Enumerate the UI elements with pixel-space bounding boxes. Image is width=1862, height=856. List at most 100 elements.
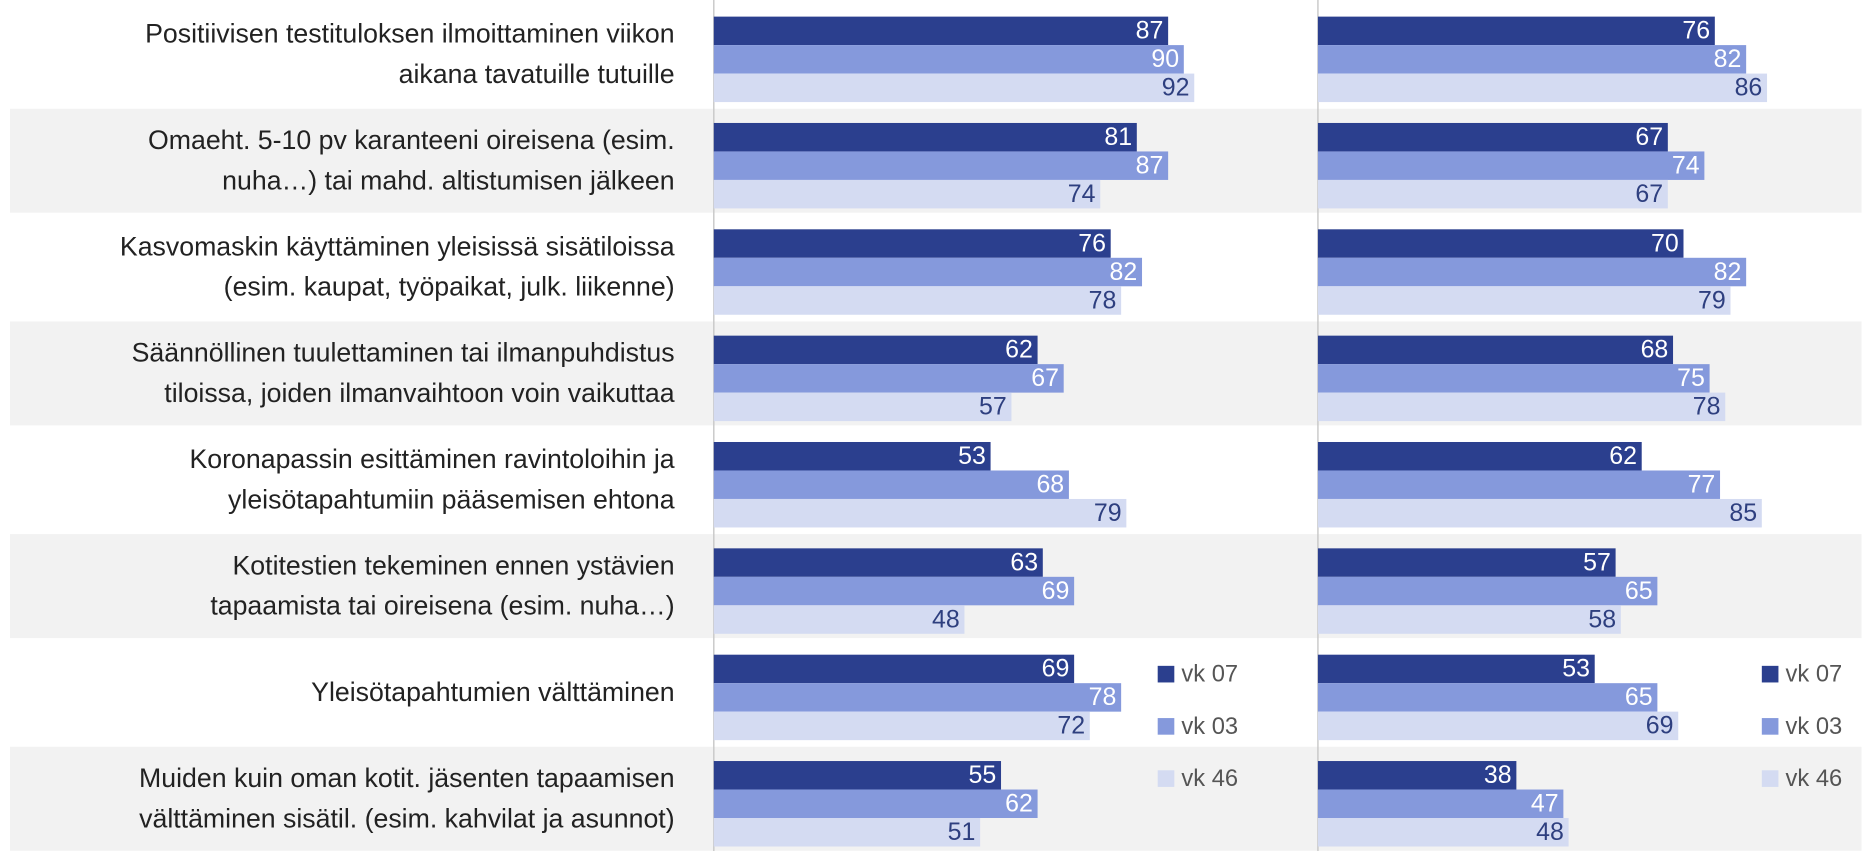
bar	[713, 392, 1012, 422]
value-label: 81	[1104, 123, 1132, 151]
bar	[713, 45, 1184, 74]
legend-label: vk 46	[1786, 766, 1843, 792]
bar	[713, 761, 1002, 790]
value-label: 87	[1136, 17, 1164, 45]
bar	[1317, 711, 1679, 741]
bar	[713, 548, 1043, 577]
category-line: Muiden kuin oman kotit. jäsenten tapaami…	[139, 763, 675, 793]
bar	[713, 789, 1038, 819]
value-label: 82	[1110, 258, 1138, 286]
legend-label: vk 07	[1786, 662, 1843, 688]
value-label: 87	[1136, 151, 1164, 179]
bar	[713, 229, 1111, 258]
legend-swatch	[1157, 665, 1175, 683]
bar	[1317, 257, 1747, 287]
value-label: 65	[1625, 577, 1653, 605]
bar	[1317, 45, 1747, 74]
value-label: 53	[1562, 655, 1590, 683]
value-label: 67	[1635, 123, 1663, 151]
value-label: 62	[1609, 442, 1637, 470]
bar	[1317, 789, 1564, 819]
bar	[713, 818, 981, 847]
category-line: Kotitestien tekeminen ennen ystävien	[233, 550, 675, 580]
value-label: 69	[1042, 577, 1070, 605]
value-label: 79	[1094, 499, 1122, 527]
value-label: 74	[1672, 151, 1700, 179]
value-label: 76	[1078, 229, 1106, 257]
value-label: 47	[1531, 790, 1559, 818]
value-label: 48	[932, 605, 960, 633]
bar	[1317, 73, 1768, 103]
value-label: 85	[1729, 499, 1757, 527]
bar	[1317, 122, 1668, 152]
bar	[1317, 548, 1616, 577]
bar	[713, 470, 1069, 499]
value-label: 78	[1089, 286, 1117, 314]
value-label: 63	[1010, 548, 1038, 576]
category-label: Omaeht. 5-10 pv karanteeni oireisena (es…	[148, 125, 675, 195]
value-label: 75	[1677, 364, 1705, 392]
category-line: Yleisötapahtumien välttäminen	[311, 677, 674, 707]
bar	[713, 73, 1195, 103]
bar	[713, 654, 1075, 684]
bar	[713, 683, 1122, 712]
value-label: 67	[1031, 364, 1059, 392]
value-label: 38	[1484, 761, 1512, 789]
value-label: 48	[1536, 818, 1564, 846]
bar	[1317, 16, 1715, 46]
bar	[1317, 818, 1569, 847]
category-label: Säännöllinen tuulettaminen tai ilmanpuhd…	[132, 338, 675, 408]
bar	[1317, 286, 1731, 315]
value-label: 72	[1057, 712, 1085, 740]
value-label: 92	[1162, 74, 1190, 102]
value-label: 69	[1042, 655, 1070, 683]
bar	[713, 441, 991, 471]
value-label: 68	[1641, 336, 1669, 364]
bar	[1317, 470, 1721, 499]
bar	[713, 335, 1038, 365]
legend-label: vk 46	[1181, 766, 1238, 792]
legend-swatch	[1761, 770, 1779, 787]
value-label: 70	[1651, 229, 1679, 257]
bar	[1317, 498, 1762, 528]
category-label: Kasvomaskin käyttäminen yleisissä sisäti…	[120, 231, 675, 301]
bar	[713, 364, 1064, 393]
value-label: 58	[1588, 605, 1616, 633]
category-line: Säännöllinen tuulettaminen tai ilmanpuhd…	[132, 338, 675, 368]
category-label: Positiivisen testituloksen ilmoittaminen…	[145, 19, 675, 89]
bar	[713, 151, 1169, 180]
bar	[1317, 179, 1668, 209]
value-label: 67	[1635, 180, 1663, 208]
value-label: 78	[1089, 683, 1117, 711]
value-label: 77	[1688, 470, 1716, 498]
bar	[1317, 335, 1674, 365]
bar	[1317, 364, 1710, 393]
category-label: Kotitestien tekeminen ennen ystävien tapa…	[210, 550, 674, 620]
value-label: 79	[1698, 286, 1726, 314]
value-label: 53	[958, 442, 986, 470]
category-line: Omaeht. 5-10 pv karanteeni oireisena (es…	[148, 125, 675, 155]
bar	[713, 16, 1169, 46]
value-label: 51	[948, 818, 976, 846]
category-line: välttäminen sisätil. (esim. kahvilat ja …	[139, 803, 674, 833]
bar	[1317, 576, 1658, 606]
category-label: Muiden kuin oman kotit. jäsenten tapaami…	[139, 763, 675, 833]
category-line: yleisötapahtumiin pääsemisen ehtona	[228, 484, 675, 514]
bar	[1317, 392, 1726, 422]
legend-swatch	[1761, 718, 1779, 735]
category-line: tiloissa, joiden ilmanvaihtoon voin vaik…	[164, 378, 674, 408]
legend-label: vk 03	[1181, 714, 1238, 740]
value-label: 78	[1693, 393, 1721, 421]
category-line: (esim. kaupat, työpaikat, julk. liikenne…	[224, 272, 675, 302]
value-label: 57	[979, 393, 1007, 421]
value-label: 74	[1068, 180, 1096, 208]
bar	[1317, 683, 1658, 712]
category-label: Koronapassin esittäminen ravintoloihin j…	[190, 444, 675, 514]
value-label: 65	[1625, 683, 1653, 711]
bar	[1317, 654, 1595, 684]
value-label: 68	[1036, 470, 1064, 498]
category-line: nuha…) tai mahd. altistumisen jälkeen	[222, 165, 674, 195]
value-label: 82	[1714, 258, 1742, 286]
bar	[713, 286, 1122, 315]
value-label: 76	[1682, 17, 1710, 45]
